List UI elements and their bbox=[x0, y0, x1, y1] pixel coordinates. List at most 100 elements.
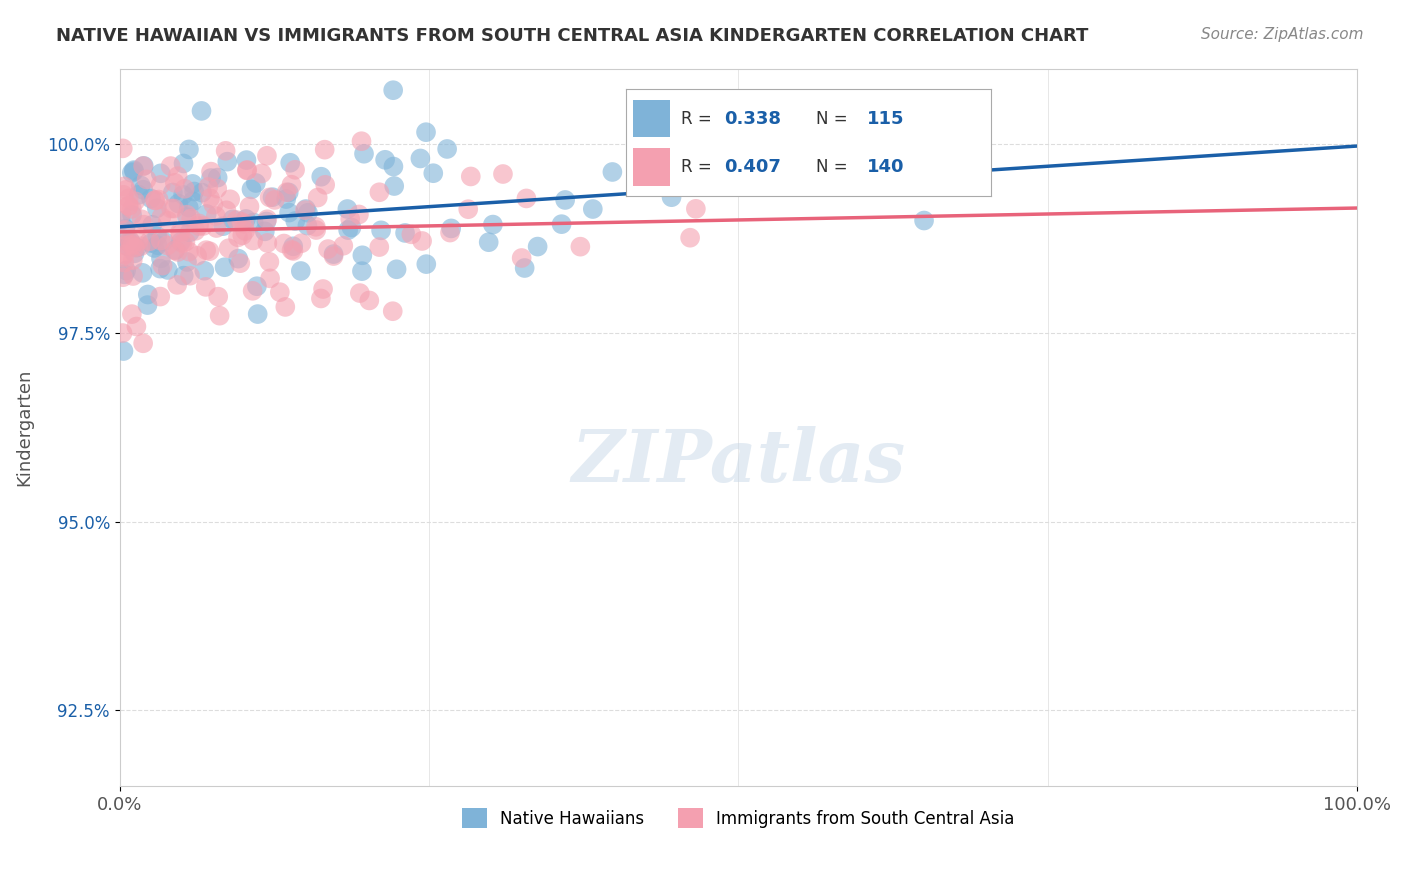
Point bbox=[131, 266, 153, 280]
Point bbox=[422, 166, 444, 180]
Point bbox=[149, 261, 172, 276]
Point bbox=[156, 214, 179, 228]
Text: R =: R = bbox=[681, 159, 717, 177]
Point bbox=[110, 207, 132, 221]
Point bbox=[166, 169, 188, 183]
Point bbox=[401, 227, 423, 242]
Point bbox=[229, 256, 252, 270]
Point bbox=[231, 228, 253, 243]
Point bbox=[314, 178, 336, 192]
Point bbox=[349, 286, 371, 301]
Text: R =: R = bbox=[681, 111, 717, 128]
Point bbox=[205, 221, 228, 235]
Point bbox=[274, 300, 297, 314]
Point bbox=[129, 178, 152, 193]
Point bbox=[256, 149, 278, 163]
Point bbox=[114, 247, 136, 261]
Point bbox=[262, 190, 284, 204]
Point bbox=[245, 176, 267, 190]
Point bbox=[221, 212, 243, 227]
Bar bbox=[633, 148, 669, 186]
Point bbox=[180, 211, 202, 226]
Point bbox=[759, 168, 782, 182]
Point bbox=[284, 214, 307, 228]
Point bbox=[385, 262, 408, 277]
Point bbox=[143, 241, 166, 255]
Point bbox=[370, 223, 392, 237]
Point bbox=[169, 225, 191, 239]
Point bbox=[312, 282, 335, 296]
Text: 0.407: 0.407 bbox=[724, 159, 782, 177]
Point bbox=[139, 236, 162, 251]
Point bbox=[336, 202, 359, 216]
Point bbox=[294, 203, 316, 218]
Point bbox=[352, 248, 374, 262]
Point bbox=[226, 230, 249, 244]
Point bbox=[122, 268, 145, 283]
Point bbox=[218, 241, 240, 255]
Point bbox=[146, 238, 169, 252]
Point bbox=[197, 180, 219, 194]
Point bbox=[183, 185, 205, 199]
Point bbox=[316, 242, 339, 256]
Point bbox=[156, 263, 179, 277]
Point bbox=[277, 186, 299, 200]
Point bbox=[195, 243, 218, 257]
Point bbox=[129, 239, 152, 253]
Point bbox=[297, 206, 319, 220]
Point bbox=[236, 163, 259, 178]
Point bbox=[174, 235, 197, 249]
Point bbox=[339, 212, 361, 227]
Point bbox=[242, 215, 264, 229]
Point bbox=[114, 238, 136, 252]
Point bbox=[256, 235, 278, 250]
Point bbox=[259, 271, 281, 285]
Point bbox=[138, 234, 160, 248]
Point bbox=[118, 191, 141, 205]
Point bbox=[149, 178, 172, 192]
Point bbox=[190, 103, 212, 118]
Point bbox=[278, 205, 301, 219]
Point bbox=[756, 154, 779, 169]
Point bbox=[173, 268, 195, 283]
Point bbox=[179, 225, 201, 239]
Point bbox=[235, 211, 257, 226]
Point bbox=[436, 142, 458, 156]
Point bbox=[305, 223, 328, 237]
Point bbox=[217, 154, 239, 169]
Point bbox=[188, 219, 211, 233]
Point bbox=[368, 186, 391, 200]
Point bbox=[163, 202, 186, 216]
Point bbox=[666, 175, 689, 189]
Point bbox=[276, 186, 298, 200]
Point bbox=[290, 264, 312, 278]
Point bbox=[457, 202, 479, 217]
Point bbox=[115, 183, 138, 197]
Point bbox=[415, 125, 437, 139]
Point bbox=[122, 163, 145, 178]
Point bbox=[136, 298, 159, 312]
Point bbox=[233, 224, 256, 238]
Point bbox=[128, 187, 150, 202]
Point bbox=[207, 170, 229, 185]
Point bbox=[170, 235, 193, 249]
Point bbox=[381, 304, 404, 318]
Point bbox=[256, 214, 278, 228]
Point bbox=[205, 181, 228, 195]
Point bbox=[141, 218, 163, 232]
Point bbox=[132, 159, 155, 173]
Point bbox=[215, 203, 238, 218]
Point bbox=[117, 239, 139, 253]
Point bbox=[177, 142, 200, 156]
Text: ZIPatlas: ZIPatlas bbox=[571, 425, 905, 497]
Point bbox=[111, 250, 134, 264]
Point bbox=[117, 199, 139, 213]
Point bbox=[283, 239, 305, 253]
Point bbox=[246, 279, 269, 293]
Point bbox=[193, 219, 215, 233]
Point bbox=[177, 201, 200, 215]
Point bbox=[309, 169, 332, 184]
Y-axis label: Kindergarten: Kindergarten bbox=[15, 368, 32, 486]
Point bbox=[193, 264, 215, 278]
Point bbox=[173, 182, 195, 196]
